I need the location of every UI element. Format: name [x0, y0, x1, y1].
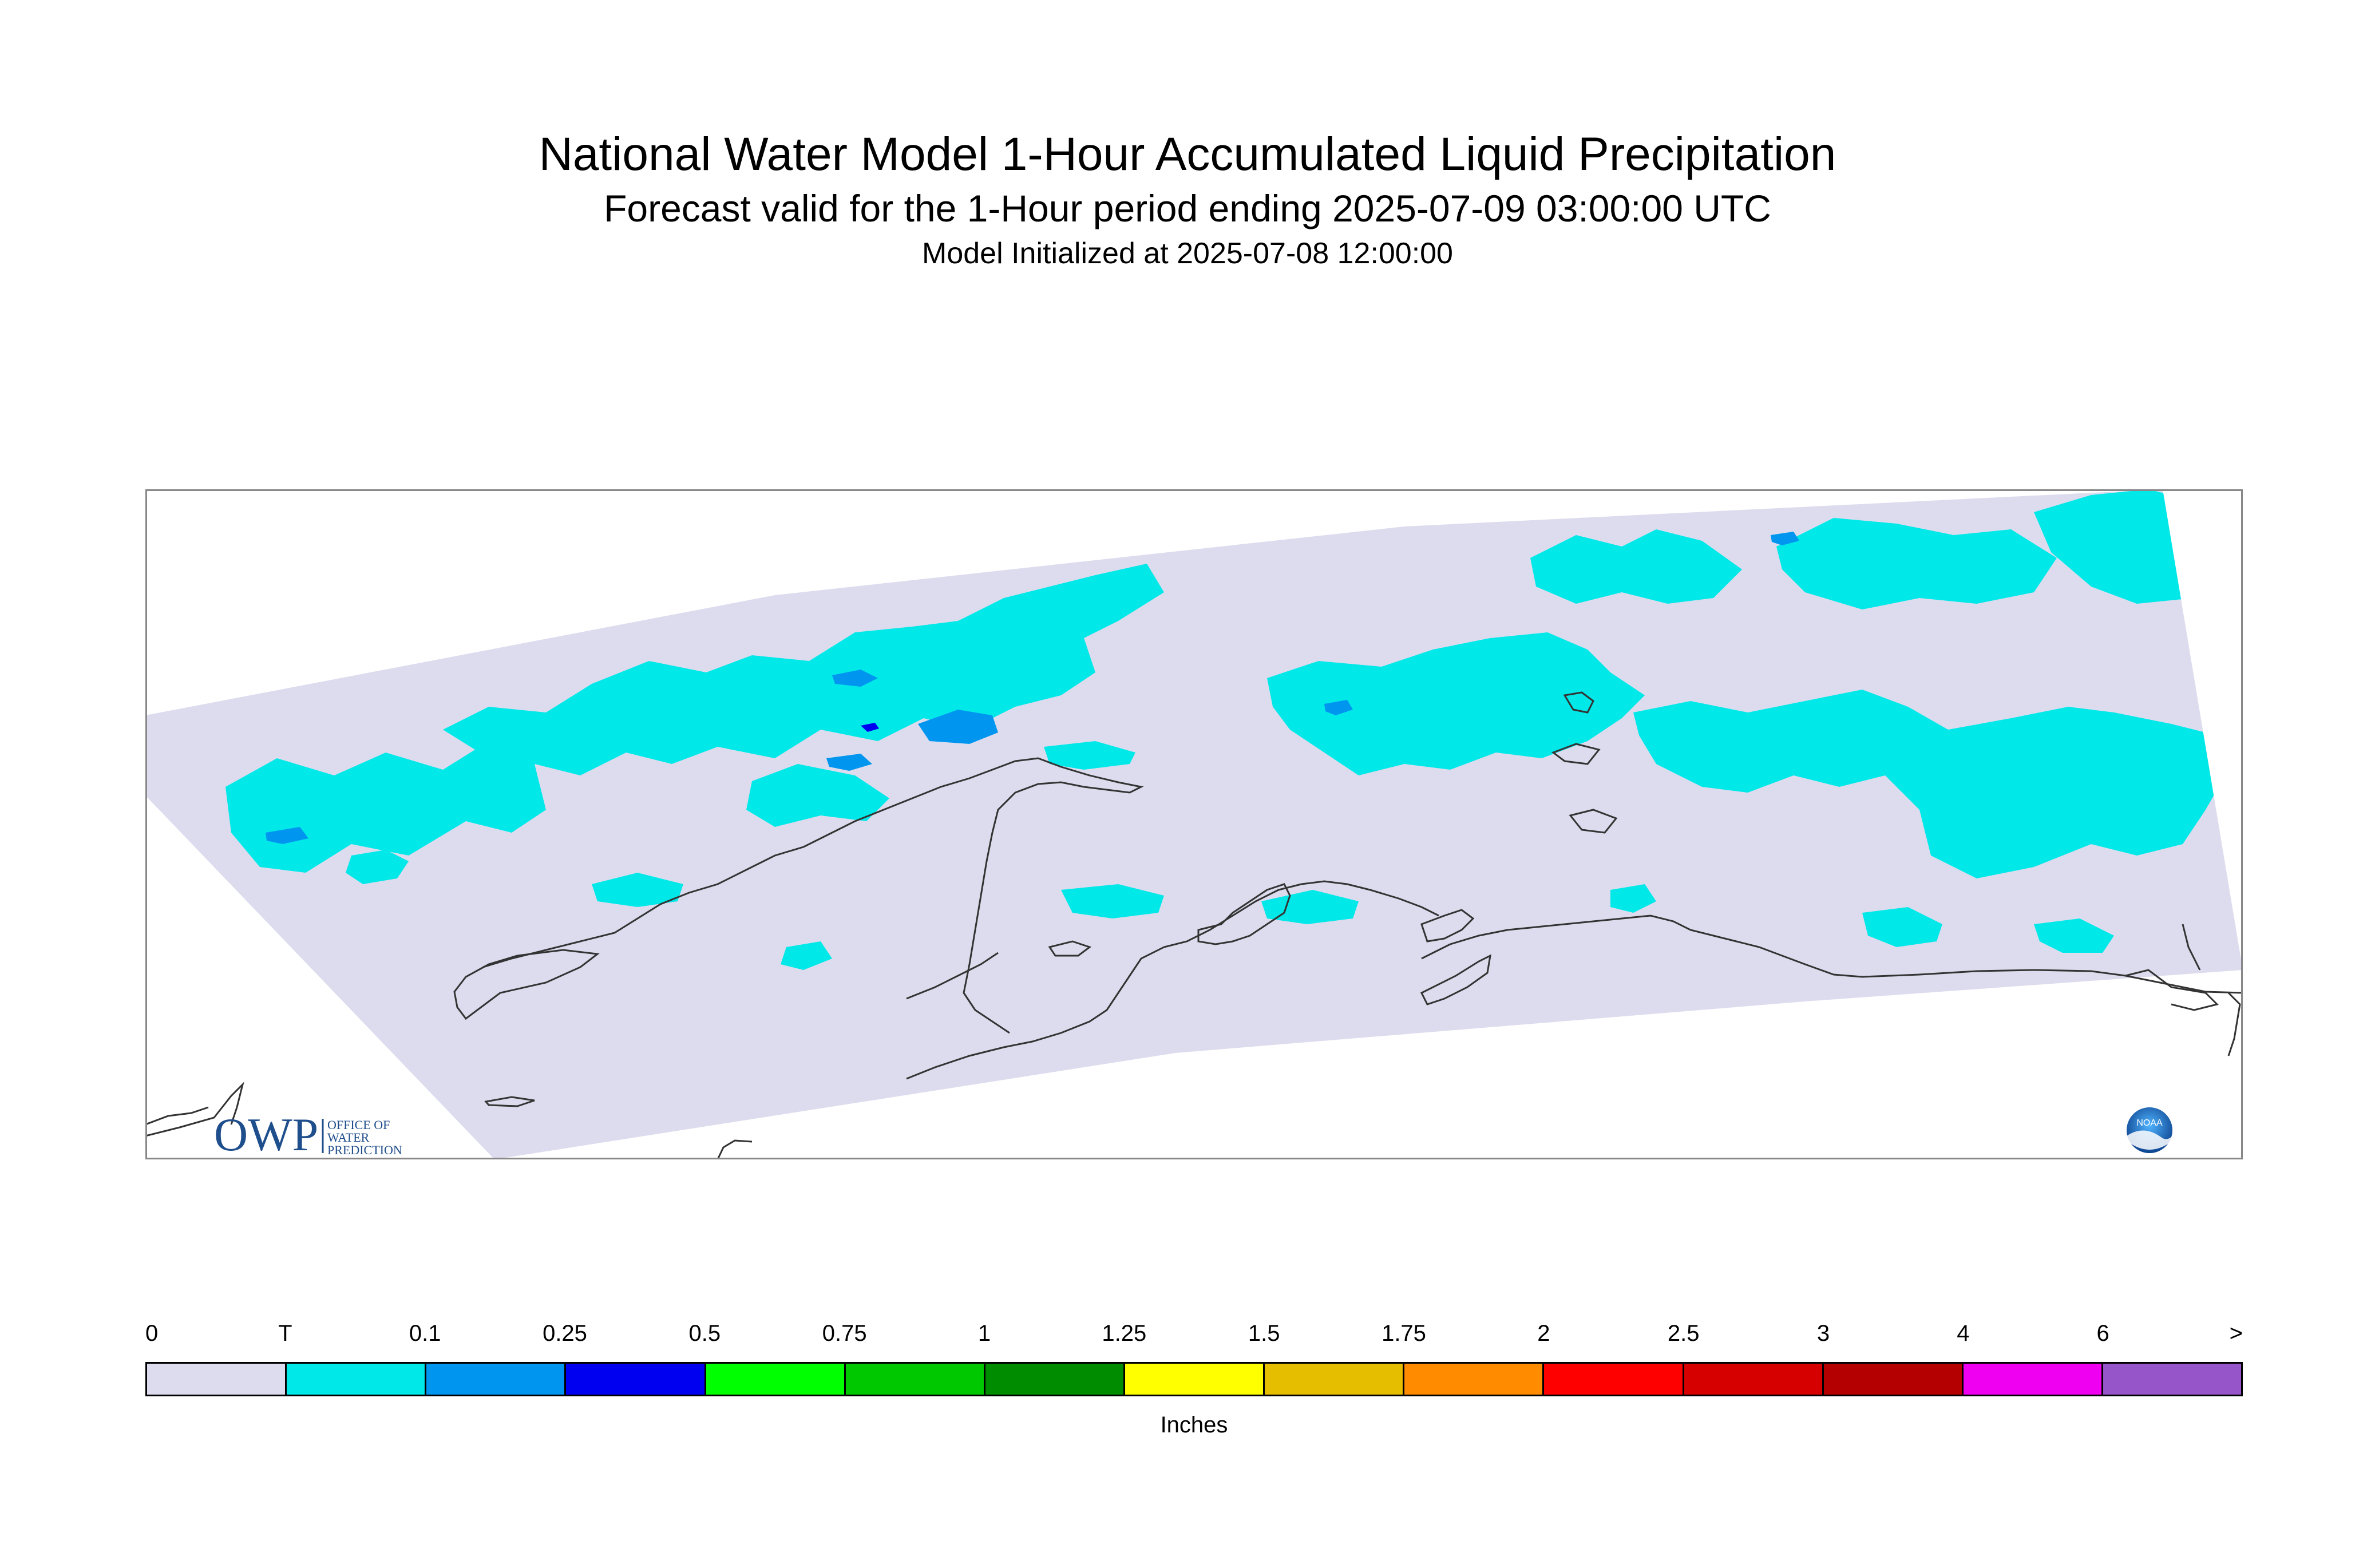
coastline	[1420, 954, 1491, 1005]
coastline	[484, 1096, 535, 1107]
legend-tick-label: 0	[145, 1321, 159, 1346]
map-frame	[145, 489, 2243, 1159]
legend-tick-label: 0.75	[822, 1321, 867, 1346]
precipitation-map: OWP OFFICE OF WATER PREDICTION NOAA	[145, 489, 2243, 1159]
legend-swatch	[566, 1364, 706, 1395]
coastline	[2125, 969, 2219, 1011]
legend-tick-label: 1.75	[1382, 1321, 1426, 1346]
precip-area	[346, 850, 409, 884]
color-legend: 0 T 0.1 0.25 0.5 0.75 1 1.25 1.5 1.75 2 2.5 3 4 6 > Inc…	[145, 1319, 2243, 1462]
owp-logo-line-3: PREDICTION	[327, 1143, 402, 1157]
legend-swatch	[706, 1364, 846, 1395]
precip-area	[1530, 529, 1742, 604]
precip-area	[1862, 907, 1942, 947]
precip-area	[1061, 884, 1164, 918]
coastline	[1421, 914, 2243, 994]
precip-area-moderate	[266, 827, 308, 844]
owp-logo-line-2: WATER	[327, 1130, 370, 1145]
model-initialized-label: Model Initialized at 2025-07-08 12:00:00	[922, 237, 1453, 270]
owp-logo-mark: OWP	[214, 1108, 318, 1159]
coastline	[1563, 691, 1594, 714]
legend-tick-label: 0.25	[543, 1321, 587, 1346]
legend-swatch	[1404, 1364, 1545, 1395]
precip-area	[746, 764, 889, 827]
precip-area-moderate	[1324, 700, 1353, 715]
precip-area	[1267, 632, 1645, 775]
legend-units-label: Inches	[1160, 1412, 1228, 1438]
coastline	[2227, 992, 2241, 1056]
coastline	[1048, 940, 1092, 957]
legend-color-bar	[145, 1362, 2243, 1396]
legend-tick-label: 1.25	[1102, 1321, 1147, 1346]
legend-swatch	[1125, 1364, 1265, 1395]
legend-swatch	[426, 1364, 567, 1395]
coastline	[1197, 883, 1291, 945]
precip-area-moderate	[832, 670, 878, 687]
legend-tick-label: 1.5	[1248, 1321, 1280, 1346]
precip-area-moderate	[826, 754, 872, 771]
precip-area	[781, 941, 832, 970]
noaa-logo-text: NOAA	[2136, 1118, 2163, 1128]
legend-swatch	[985, 1364, 1125, 1395]
legend-tick-label: 2	[1537, 1321, 1550, 1346]
precip-area-moderate	[1771, 532, 1799, 545]
legend-tick-label: >	[2229, 1321, 2243, 1346]
precip-area	[2034, 918, 2114, 953]
noaa-logo-icon: NOAA	[2124, 1105, 2175, 1155]
coastline	[145, 1106, 209, 1126]
precip-area	[1633, 690, 2228, 878]
coastline	[906, 952, 999, 1000]
legend-swatch	[287, 1364, 427, 1395]
noaa-logo-wave	[2127, 1130, 2172, 1150]
coastline	[717, 1139, 753, 1159]
legend-tick-label: 3	[1816, 1321, 1830, 1346]
legend-swatch	[1265, 1364, 1405, 1395]
legend-swatch	[845, 1364, 985, 1395]
legend-swatch	[1823, 1364, 1964, 1395]
precip-area	[225, 741, 546, 873]
legend-tick-label: 0.5	[688, 1321, 721, 1346]
coastline	[1569, 809, 1618, 834]
precip-area-heavy	[861, 723, 879, 732]
precip-area	[592, 873, 683, 907]
coastline	[482, 757, 1144, 1034]
legend-swatch	[1544, 1364, 1684, 1395]
owp-logo: OWP OFFICE OF WATER PREDICTION	[214, 1108, 402, 1159]
precip-area	[1261, 890, 1359, 924]
coastlines	[145, 691, 2243, 1159]
legend-tick-label: 4	[1957, 1321, 1970, 1346]
precip-area	[1610, 884, 1656, 913]
legend-tick-label: T	[278, 1321, 292, 1346]
coastline	[145, 1082, 244, 1137]
coastline	[2182, 924, 2201, 971]
legend-swatch	[147, 1364, 287, 1395]
forecast-valid-subtitle: Forecast valid for the 1-Hour period end…	[604, 187, 1771, 229]
legend-swatch	[2103, 1364, 2242, 1395]
coastline	[453, 949, 600, 1020]
legend-swatch	[1963, 1364, 2103, 1395]
legend-tick-label: 0.1	[409, 1321, 441, 1346]
legend-tick-label: 2.5	[1667, 1321, 1700, 1346]
precip-area-moderate	[918, 710, 998, 744]
precip-area	[1044, 741, 1135, 770]
coastline	[906, 880, 1439, 1080]
legend-tick-label: 1	[977, 1321, 991, 1346]
coastline	[1420, 909, 1475, 943]
precip-area	[1776, 518, 2057, 609]
map-title: National Water Model 1-Hour Accumulated …	[539, 128, 1836, 180]
model-domain	[145, 489, 2243, 1159]
owp-logo-line-1: OFFICE OF	[327, 1118, 390, 1132]
legend-swatch	[1684, 1364, 1824, 1395]
coastline	[1551, 743, 1601, 765]
legend-tick-label: 6	[2096, 1321, 2109, 1346]
